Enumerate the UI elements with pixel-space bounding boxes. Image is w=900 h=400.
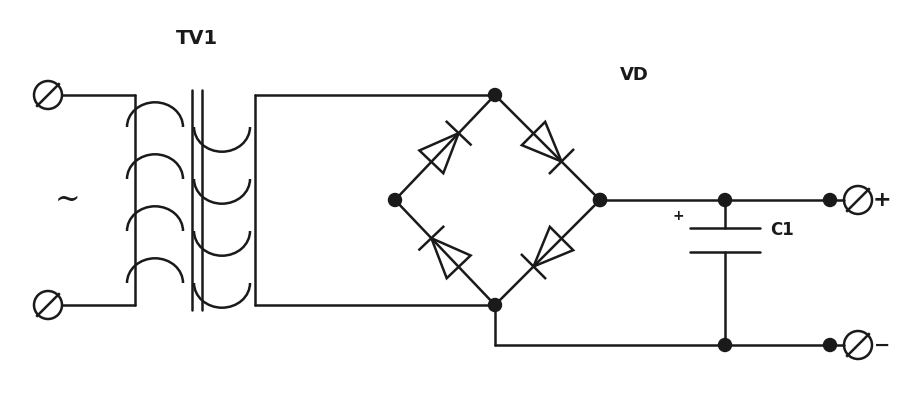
Text: −: − <box>874 336 890 354</box>
Circle shape <box>824 338 836 352</box>
Circle shape <box>718 194 732 206</box>
Text: VD: VD <box>620 66 649 84</box>
Text: ~: ~ <box>55 184 81 216</box>
Circle shape <box>718 338 732 352</box>
Circle shape <box>389 194 401 206</box>
Text: +: + <box>672 209 684 223</box>
Text: +: + <box>873 190 891 210</box>
Circle shape <box>593 194 607 206</box>
Text: TV1: TV1 <box>176 28 218 48</box>
Circle shape <box>824 194 836 206</box>
Circle shape <box>593 194 607 206</box>
Text: C1: C1 <box>770 221 794 239</box>
Circle shape <box>489 88 501 102</box>
Circle shape <box>489 298 501 312</box>
